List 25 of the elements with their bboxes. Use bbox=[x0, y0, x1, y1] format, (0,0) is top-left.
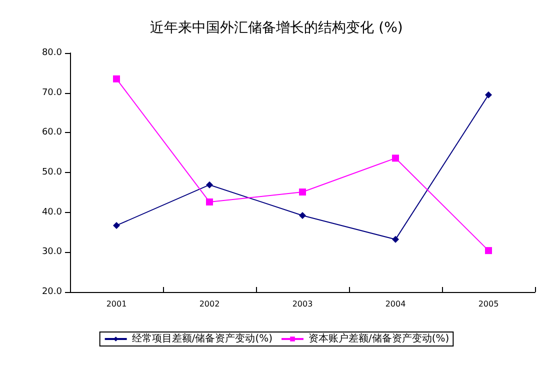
point bbox=[392, 154, 399, 162]
point bbox=[299, 188, 306, 196]
point bbox=[113, 75, 120, 82]
legend-label: 资本账户差额/储备资产变动(%) bbox=[308, 332, 450, 344]
y-tick-label: 40.0 bbox=[42, 207, 62, 218]
x-tick-label: 2003 bbox=[292, 300, 313, 308]
point bbox=[485, 91, 492, 98]
y-tick-label: 60.0 bbox=[42, 128, 62, 138]
y-tick-label: 50.0 bbox=[42, 168, 62, 178]
x-tick-label: 2002 bbox=[199, 300, 220, 308]
y-tick-label: 80.0 bbox=[42, 48, 62, 58]
point bbox=[206, 181, 213, 188]
point bbox=[392, 236, 399, 243]
point bbox=[206, 198, 213, 206]
chart-title: 近年来中国外汇储备增长的结构变化 (%) bbox=[150, 20, 403, 36]
y-tick-label: 30.0 bbox=[42, 247, 62, 258]
legend-label: 经常项目差额/储备资产变动(%) bbox=[132, 332, 273, 344]
x-tick-label: 2004 bbox=[385, 300, 406, 308]
y-tick-label: 70.0 bbox=[42, 88, 62, 98]
point bbox=[485, 247, 492, 254]
y-tick-label: 20.0 bbox=[42, 287, 62, 297]
x-tick-label: 2005 bbox=[478, 300, 499, 308]
x-tick-label: 2001 bbox=[106, 300, 127, 308]
point bbox=[113, 222, 120, 229]
point bbox=[299, 212, 306, 220]
